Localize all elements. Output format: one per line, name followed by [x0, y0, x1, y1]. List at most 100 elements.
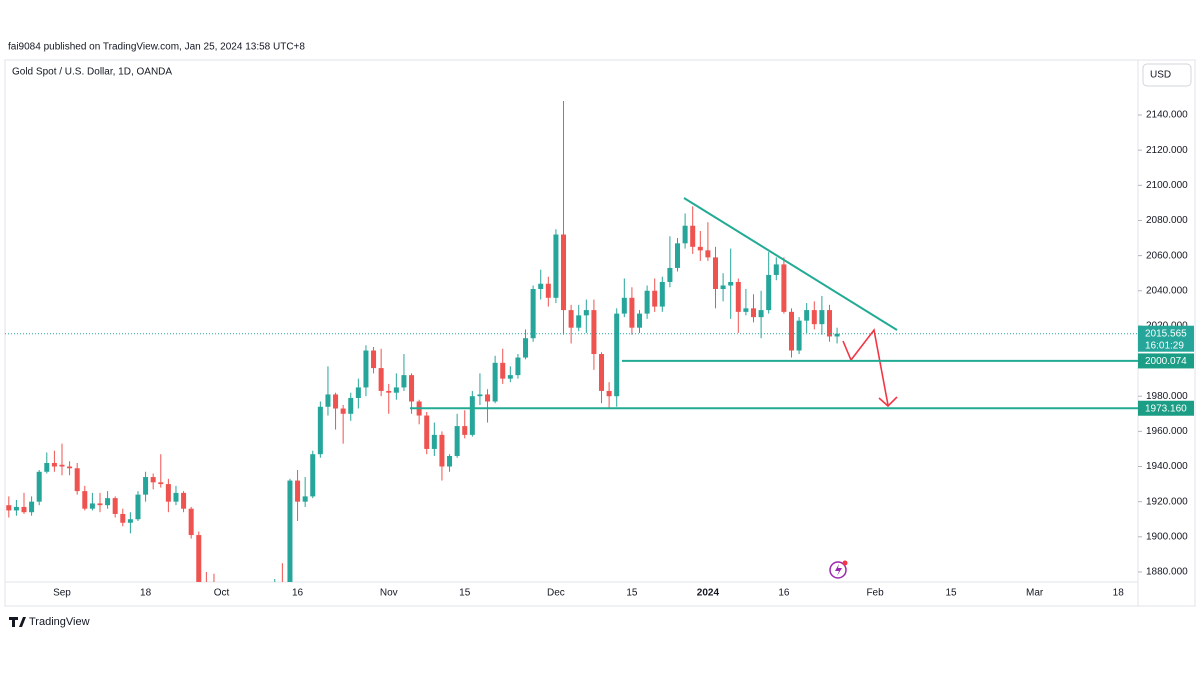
candle-body [127, 519, 133, 523]
candle-body [302, 496, 308, 502]
candle-body [135, 494, 141, 520]
candle-body [219, 626, 224, 665]
candle-body [788, 311, 794, 351]
currency: USD [1150, 70, 1171, 81]
candle-body [712, 257, 719, 290]
currency-box[interactable] [1142, 63, 1192, 87]
candle-body [355, 387, 361, 398]
candle-body [280, 583, 285, 592]
candle-body [29, 501, 35, 513]
candle-body [705, 250, 711, 258]
candle-body [188, 508, 194, 536]
candle-body [59, 464, 65, 467]
candle-body [36, 471, 42, 502]
candle-body [431, 434, 437, 449]
candle-body [743, 308, 749, 312]
candle-body [340, 408, 346, 414]
candle-body [561, 234, 567, 311]
candle-body [158, 482, 164, 485]
candle-body [469, 396, 475, 435]
candle-body [629, 297, 635, 328]
candle-body [750, 308, 757, 318]
candle-body [538, 283, 544, 290]
candle-body [500, 362, 506, 379]
candle-body [720, 285, 726, 290]
y-tick-label: 2080.000 [1146, 215, 1188, 226]
candle-body [728, 281, 734, 286]
event-dot [842, 560, 848, 566]
candle-body [181, 492, 187, 509]
candle-body [378, 368, 384, 391]
candle-body [424, 415, 430, 449]
candle-body [485, 394, 491, 402]
y-tick-label: 2100.000 [1146, 180, 1188, 191]
candle-body [682, 225, 688, 244]
candle-body [735, 281, 741, 312]
y-tick-label: 2140.000 [1146, 110, 1188, 121]
candle-body [89, 503, 95, 509]
x-tick-label: 15 [626, 588, 638, 599]
candle-body [112, 498, 118, 514]
candle-body [492, 362, 498, 402]
candle-body [477, 394, 483, 397]
candle-body [348, 397, 354, 414]
y-tick-label: 1960.000 [1146, 426, 1188, 437]
candle-body [599, 354, 605, 391]
candle-body [51, 462, 57, 467]
x-tick-label: Dec [547, 588, 565, 599]
candle-body [257, 605, 262, 631]
level-tag [1138, 400, 1194, 416]
last-price-label: 2015.565 [1145, 328, 1187, 339]
event-icon[interactable] [829, 561, 847, 579]
arrow-head [878, 396, 898, 408]
candle-body [606, 390, 612, 397]
x-tick-label: 15 [946, 588, 958, 599]
candle-body [568, 310, 574, 328]
candle-body [295, 480, 301, 502]
y-tick-label: 2060.000 [1146, 250, 1188, 261]
x-tick-label: Sep [53, 588, 71, 599]
x-tick-label: 16 [292, 588, 304, 599]
candle-body [6, 505, 12, 511]
candle-body [515, 357, 521, 376]
candle-body [614, 313, 620, 397]
brand: TradingView [29, 616, 90, 628]
candle-body [758, 310, 764, 318]
candle-body [583, 310, 589, 316]
candle-body [227, 665, 232, 674]
candle-body [272, 583, 277, 608]
candle-body [173, 492, 179, 502]
level-tag-label: 2000.074 [1145, 356, 1187, 367]
candle-body [697, 246, 703, 251]
candle-body [371, 350, 377, 369]
event-icon-bolt [835, 564, 842, 576]
candle-body [834, 333, 840, 337]
x-tick-label: 16 [778, 588, 790, 599]
candle-body [530, 289, 536, 339]
x-tick-label: 18 [1113, 588, 1125, 599]
candle-body [105, 498, 111, 506]
candle-body [545, 283, 551, 298]
y-tick-label: 1920.000 [1146, 496, 1188, 507]
candle-body [74, 468, 80, 492]
x-tick-label: 2024 [697, 588, 720, 599]
candle-body [44, 462, 50, 472]
candle-body [667, 267, 673, 282]
candle-body [773, 264, 779, 275]
candle-body [553, 234, 559, 298]
candle-body [462, 426, 468, 435]
candle-body [591, 310, 597, 355]
countdown: 16:01:29 [1145, 340, 1184, 351]
candle-body [819, 310, 825, 325]
y-tick-label: 2040.000 [1146, 285, 1188, 296]
candle-body [621, 297, 627, 314]
candle-body [386, 390, 392, 393]
y-tick-label: 1980.000 [1146, 391, 1188, 402]
candle-body [204, 583, 209, 601]
candle-body [67, 466, 73, 469]
plot-area [5, 100, 1138, 674]
x-tick-label: Mar [1026, 588, 1044, 599]
candle-body [165, 484, 171, 502]
candle-body [150, 477, 156, 483]
